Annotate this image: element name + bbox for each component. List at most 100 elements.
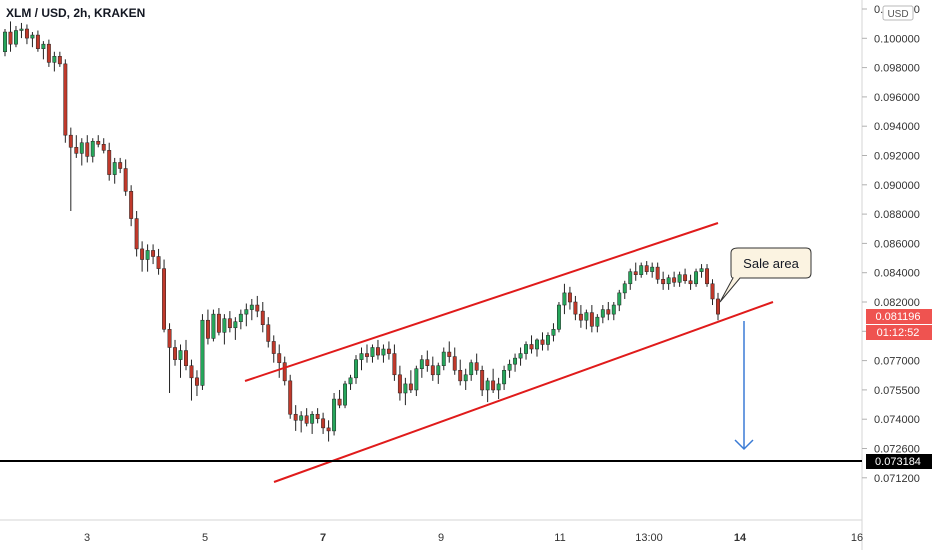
candle: [529, 335, 534, 354]
candle-body: [41, 43, 46, 49]
candle-body: [129, 191, 134, 219]
candle-body: [354, 359, 358, 379]
candle: [63, 59, 68, 143]
candle: [129, 185, 134, 227]
candle-body: [397, 374, 402, 394]
candle: [321, 412, 326, 434]
candle-body: [178, 350, 183, 360]
candle: [507, 359, 512, 378]
candle: [200, 314, 205, 390]
candle-body: [343, 383, 347, 406]
candle-body: [381, 348, 386, 356]
candle-body: [699, 268, 704, 272]
candle-body: [535, 339, 539, 350]
candle: [644, 261, 649, 275]
candle: [628, 268, 633, 290]
candle: [96, 135, 101, 148]
candle: [167, 323, 172, 393]
candle: [611, 302, 616, 321]
candle: [381, 344, 386, 363]
candle: [79, 138, 84, 166]
candle-body: [195, 377, 199, 386]
candle-body: [513, 357, 518, 365]
candle-body: [540, 339, 545, 345]
candle-body: [524, 344, 528, 354]
candle-body: [233, 321, 238, 329]
candle-body: [622, 283, 627, 294]
candle: [408, 370, 413, 393]
time-tick-label: 9: [438, 532, 444, 544]
candle: [661, 271, 666, 290]
candle-body: [57, 56, 62, 65]
candle-body: [299, 415, 304, 421]
candle: [282, 356, 287, 386]
price-tick-label: 0.100000: [874, 33, 920, 45]
candle: [491, 368, 496, 393]
candle: [458, 359, 463, 386]
candle: [326, 420, 331, 442]
candle-body: [584, 312, 589, 321]
candle-body: [90, 140, 95, 157]
candle: [430, 356, 435, 381]
candle-body: [474, 362, 479, 371]
candle: [260, 302, 265, 333]
candle-body: [96, 140, 101, 145]
candle-body: [167, 329, 172, 348]
candle-body: [255, 304, 260, 312]
candle: [535, 338, 539, 357]
candle-body: [386, 348, 391, 354]
price-tick-label: 0.084000: [874, 268, 920, 280]
candle: [716, 292, 720, 321]
candle: [145, 244, 150, 272]
candle-body: [315, 413, 320, 420]
candle-body: [370, 347, 375, 357]
candle-body: [447, 351, 452, 357]
price-tick-label: 0.082000: [874, 297, 920, 309]
time-tick-labels: 3 5 7 9 11 13:00 14 16: [84, 532, 863, 544]
candle-body: [123, 168, 128, 192]
candle: [606, 302, 611, 321]
candle-body: [304, 415, 309, 424]
currency-selector[interactable]: USD: [882, 5, 914, 21]
candles-layer: [3, 21, 720, 442]
candle: [24, 24, 29, 45]
candle-body: [710, 283, 715, 300]
candle-body: [260, 310, 265, 326]
candle-body: [633, 271, 638, 275]
support-price-tag: 0.073184: [866, 454, 932, 469]
candle: [343, 380, 347, 409]
candle-body: [672, 277, 677, 283]
candle: [222, 314, 227, 345]
candle: [195, 370, 199, 397]
candle-body: [30, 34, 35, 39]
candle-body: [458, 370, 463, 382]
candle-body: [716, 298, 720, 315]
candle: [57, 51, 62, 67]
candle: [359, 347, 364, 371]
price-tick-label: 0.074000: [874, 414, 920, 426]
candle-body: [419, 359, 424, 369]
time-tick-label: 3: [84, 532, 90, 544]
chart-title: XLM / USD, 2h, KRAKEN: [6, 6, 145, 20]
candle-body: [293, 413, 298, 421]
candle: [249, 298, 254, 321]
candle: [123, 159, 128, 196]
candle-body: [326, 427, 331, 432]
candle: [304, 408, 309, 427]
time-tick-label: 7: [320, 532, 326, 544]
price-tick-label: 0.071200: [874, 473, 920, 485]
candle: [518, 347, 523, 366]
candle: [337, 389, 342, 409]
candle: [496, 377, 501, 400]
candle-body: [244, 309, 249, 315]
candle: [463, 368, 468, 390]
candle-body: [85, 142, 90, 157]
time-tick-label: 11: [554, 532, 565, 544]
candle-body: [24, 28, 29, 39]
candle: [551, 323, 556, 342]
candle-body: [156, 256, 161, 269]
candle: [227, 311, 232, 333]
candle: [622, 280, 627, 299]
price-tick-label: 0.075500: [874, 385, 920, 397]
